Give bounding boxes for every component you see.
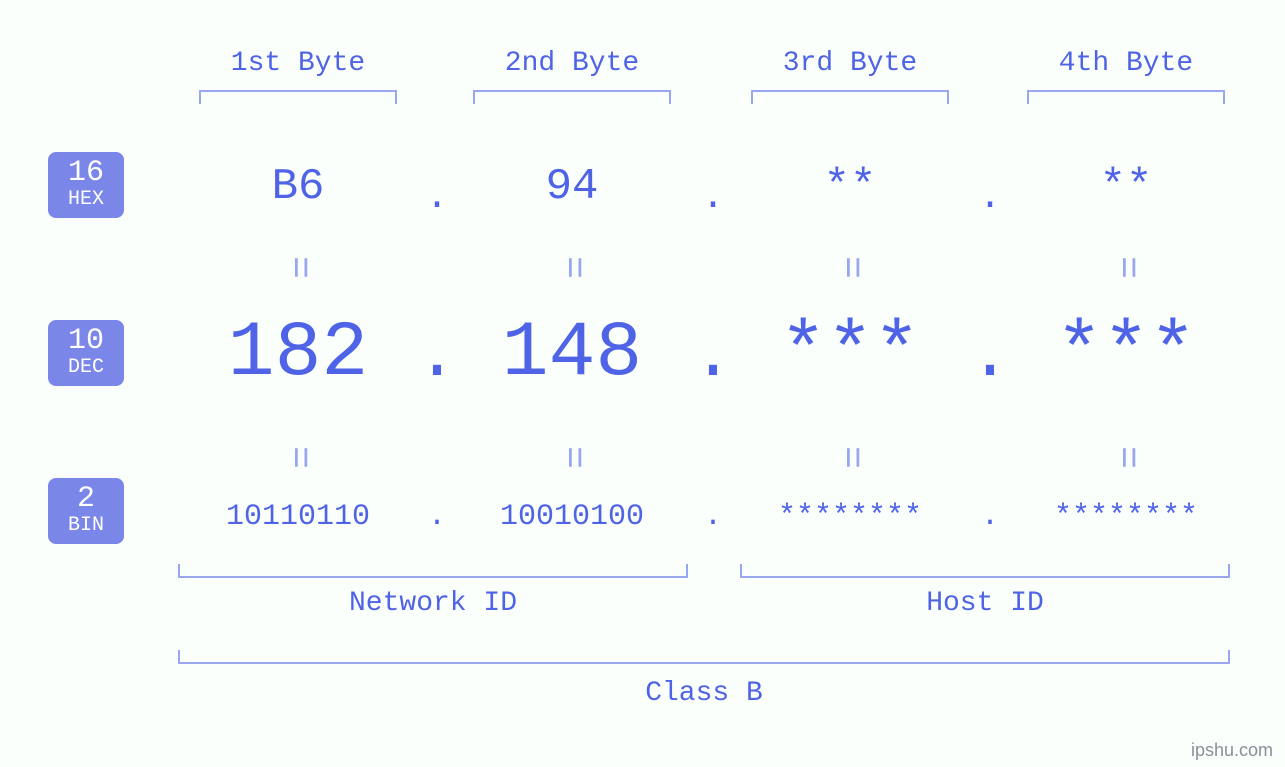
dec-byte-4: *** bbox=[1006, 310, 1246, 398]
bin-dot-3: . bbox=[975, 500, 1005, 534]
top-bracket-3 bbox=[751, 90, 949, 104]
badge-dec-label: DEC bbox=[48, 358, 124, 378]
eq-hex-dec-3: = bbox=[829, 248, 872, 288]
badge-bin-num: 2 bbox=[48, 484, 124, 514]
eq-hex-dec-1: = bbox=[277, 248, 320, 288]
hex-dot-2: . bbox=[693, 176, 733, 219]
hex-dot-3: . bbox=[970, 176, 1010, 219]
hex-dot-1: . bbox=[417, 176, 457, 219]
badge-dec: 10 DEC bbox=[48, 320, 124, 386]
dec-dot-2: . bbox=[678, 318, 748, 397]
badge-hex: 16 HEX bbox=[48, 152, 124, 218]
dec-byte-2: 148 bbox=[452, 310, 692, 398]
hex-byte-1: B6 bbox=[198, 162, 398, 212]
eq-dec-bin-3: = bbox=[829, 438, 872, 478]
badge-hex-label: HEX bbox=[48, 190, 124, 210]
badge-hex-num: 16 bbox=[48, 158, 124, 188]
network-id-bracket bbox=[178, 564, 688, 578]
class-label: Class B bbox=[178, 678, 1230, 709]
eq-dec-bin-1: = bbox=[277, 438, 320, 478]
bin-byte-4: ******** bbox=[996, 500, 1256, 534]
byte-header-1: 1st Byte bbox=[198, 48, 398, 79]
dec-byte-3: *** bbox=[730, 310, 970, 398]
eq-hex-dec-2: = bbox=[551, 248, 594, 288]
top-bracket-4 bbox=[1027, 90, 1225, 104]
hex-byte-4: ** bbox=[1026, 162, 1226, 212]
hex-byte-2: 94 bbox=[472, 162, 672, 212]
eq-dec-bin-2: = bbox=[551, 438, 594, 478]
byte-header-3: 3rd Byte bbox=[750, 48, 950, 79]
watermark: ipshu.com bbox=[1191, 740, 1273, 761]
class-bracket bbox=[178, 650, 1230, 664]
badge-bin-label: BIN bbox=[48, 516, 124, 536]
network-id-label: Network ID bbox=[178, 588, 688, 619]
badge-bin: 2 BIN bbox=[48, 478, 124, 544]
host-id-bracket bbox=[740, 564, 1230, 578]
eq-hex-dec-4: = bbox=[1105, 248, 1148, 288]
eq-dec-bin-4: = bbox=[1105, 438, 1148, 478]
host-id-label: Host ID bbox=[740, 588, 1230, 619]
hex-byte-3: ** bbox=[750, 162, 950, 212]
top-bracket-2 bbox=[473, 90, 671, 104]
dec-byte-1: 182 bbox=[178, 310, 418, 398]
bin-byte-2: 10010100 bbox=[442, 500, 702, 534]
badge-dec-num: 10 bbox=[48, 326, 124, 356]
top-bracket-1 bbox=[199, 90, 397, 104]
bin-dot-2: . bbox=[698, 500, 728, 534]
bin-byte-3: ******** bbox=[720, 500, 980, 534]
bin-byte-1: 10110110 bbox=[168, 500, 428, 534]
byte-header-4: 4th Byte bbox=[1026, 48, 1226, 79]
dec-dot-1: . bbox=[402, 318, 472, 397]
bin-dot-1: . bbox=[422, 500, 452, 534]
ip-diagram: 16 HEX 10 DEC 2 BIN 1st Byte 2nd Byte 3r… bbox=[0, 0, 1285, 767]
dec-dot-3: . bbox=[955, 318, 1025, 397]
byte-header-2: 2nd Byte bbox=[472, 48, 672, 79]
